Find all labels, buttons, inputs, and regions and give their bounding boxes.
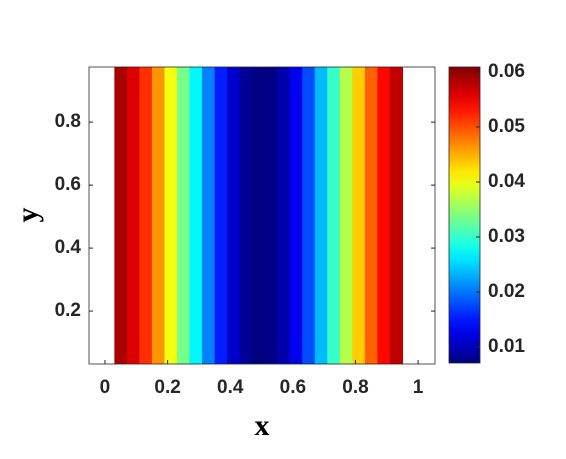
heatmap-cell bbox=[176, 67, 191, 364]
heatmap-cell bbox=[164, 67, 178, 364]
x-tick-label: 0.4 bbox=[217, 377, 244, 398]
x-tick-label: 0.8 bbox=[342, 377, 368, 398]
heatmap-cell bbox=[364, 67, 378, 364]
heatmap-cell bbox=[352, 67, 366, 364]
heatmap-cell bbox=[377, 67, 391, 364]
heatmap-cell bbox=[314, 67, 328, 364]
heatmap-cell bbox=[289, 67, 303, 364]
heatmap-cell bbox=[126, 67, 141, 364]
plot-area bbox=[88, 66, 436, 365]
colorbar-tick-label: 0.02 bbox=[488, 281, 525, 302]
heatmap-cell bbox=[189, 67, 203, 364]
colorbar-tick-label: 0.05 bbox=[488, 116, 525, 137]
axes-frame bbox=[88, 66, 436, 365]
x-tick-label: 0 bbox=[100, 377, 111, 398]
heatmap-cell bbox=[239, 67, 253, 364]
y-tick-label: 0.2 bbox=[55, 300, 81, 321]
heatmap-cell bbox=[202, 67, 216, 364]
colorbar-tick-label: 0.03 bbox=[488, 226, 525, 247]
heatmap-cell bbox=[139, 67, 153, 364]
heatmap-cell bbox=[302, 67, 316, 364]
x-tick-label: 0.6 bbox=[280, 377, 306, 398]
heatmap-cell bbox=[227, 67, 241, 364]
y-tick-label: 0.8 bbox=[55, 111, 81, 132]
heatmap-cell bbox=[389, 67, 404, 364]
heatmap-cell bbox=[277, 67, 291, 364]
heatmap-cell bbox=[264, 67, 278, 364]
x-tick-label: 0.2 bbox=[154, 377, 180, 398]
heatmap-cell bbox=[339, 67, 353, 364]
y-tick-label: 0.6 bbox=[55, 174, 81, 195]
colorbar-tick-label: 0.01 bbox=[488, 336, 525, 357]
colorbar-tick-label: 0.04 bbox=[488, 171, 525, 192]
heatmap-cell bbox=[327, 67, 341, 364]
colorbar bbox=[448, 66, 481, 364]
y-tick-label: 0.4 bbox=[55, 237, 82, 258]
x-axis-label: x bbox=[255, 409, 270, 442]
heatmap-cell bbox=[151, 67, 166, 364]
heatmap-cell bbox=[252, 67, 266, 364]
heatmap-cell bbox=[114, 67, 128, 364]
heatmap-cell bbox=[214, 67, 228, 364]
y-axis-label: y bbox=[11, 208, 44, 223]
colorbar-tick-label: 0.06 bbox=[488, 61, 525, 82]
x-tick-label: 1 bbox=[413, 377, 424, 398]
